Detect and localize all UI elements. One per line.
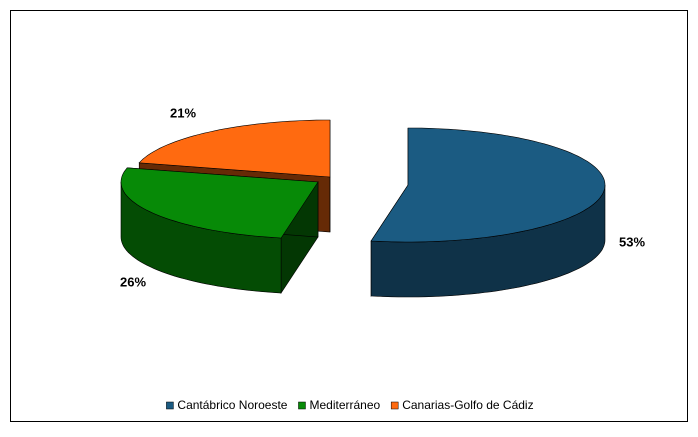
- legend-swatch: [298, 401, 306, 410]
- legend-label: Mediterráneo: [309, 398, 380, 412]
- legend-swatch: [166, 401, 174, 410]
- pie-slice: [120, 167, 319, 295]
- data-label: 21%: [170, 105, 196, 120]
- legend-swatch: [390, 401, 399, 410]
- data-label: 53%: [619, 234, 645, 249]
- slice-top: [370, 127, 606, 243]
- legend-label: Cantábrico Noroeste: [177, 398, 287, 412]
- pie-slice: [370, 127, 606, 298]
- slice-top: [120, 167, 319, 239]
- data-label: 26%: [120, 274, 146, 289]
- legend-label: Canarias-Golfo de Cádiz: [402, 398, 533, 412]
- slice-top: [138, 119, 331, 178]
